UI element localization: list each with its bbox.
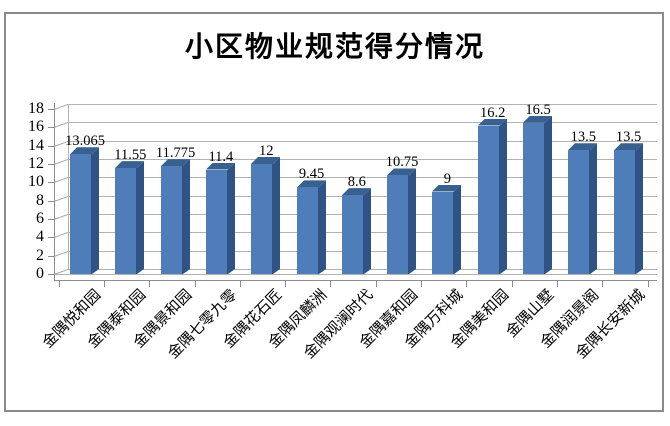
x-axis-tick [149,281,151,287]
y-axis-line [54,103,55,281]
y-axis-tick-label: 16 [28,118,44,136]
bar-top-face [614,143,643,150]
y-axis-tick [48,127,54,129]
x-axis-tick [556,281,558,287]
bar [206,169,228,274]
x-axis-tick [421,281,423,287]
bar [478,125,500,274]
bar-side-face [590,143,597,274]
bar-side-face [92,147,99,274]
wall-back-edge [68,104,69,269]
x-axis-tick [330,281,332,287]
floor-front-line [54,274,657,275]
bar-side-face [319,180,326,274]
bar-side-face [183,159,190,274]
value-label: 13.5 [615,129,642,146]
bar-top-face [206,163,235,170]
bar-side-face [454,185,461,275]
bar-top-face [568,143,597,150]
y-axis-tick [48,274,54,275]
y-axis-tick [48,219,54,220]
gridline [68,159,657,160]
gridline [68,104,657,105]
y-axis-tick-label: 4 [36,228,44,246]
bar-side-face [545,116,552,274]
bar [297,187,319,274]
y-axis-tick-label: 18 [28,100,44,117]
value-label: 12 [258,143,274,159]
value-label: 13.065 [65,133,105,150]
y-axis-tick [48,255,54,257]
gridline [68,122,657,124]
y-axis-tick-label: 12 [28,155,44,172]
bar-top-face [297,180,326,187]
bar [523,122,545,274]
value-label: 8.6 [347,174,366,191]
bar-side-face [500,119,507,275]
x-axis-tick [647,281,649,287]
bar [342,195,364,274]
bar [432,191,454,274]
value-label: 9.45 [298,166,325,183]
y-axis-tick-label: 0 [36,265,44,282]
bar-side-face [137,161,144,274]
bar-side-face [273,157,280,274]
value-label: 13.5 [570,129,596,146]
value-label: 9 [443,170,452,187]
x-axis-tick [602,281,604,287]
bar-side-face [228,163,235,275]
bar-top-face [387,168,416,175]
bar [251,164,273,274]
x-axis-tick [194,281,196,287]
bar-side-face [636,143,643,274]
value-label: 11.775 [155,145,196,162]
chart-frame [4,12,664,412]
y-axis-tick [48,145,54,147]
bar-top-face [251,157,280,164]
bar-top-face [432,185,461,192]
gridline [68,140,657,142]
value-label: 11.4 [208,148,234,165]
y-axis-tick-label: 14 [28,136,44,154]
bar-top-face [115,161,144,168]
y-axis-tick-label: 2 [36,246,44,264]
bar [161,166,183,274]
bar [70,154,92,274]
y-axis-tick [48,164,54,165]
bar-side-face [364,188,371,274]
x-axis-tick [375,281,377,287]
y-axis-tick [48,182,54,184]
x-axis-line [54,280,657,281]
y-axis-tick-label: 6 [36,210,44,227]
x-axis-tick [239,281,241,287]
bar-top-face [70,147,99,154]
x-axis-tick [511,281,513,287]
gridline [68,177,657,179]
value-label: 16.2 [480,104,506,121]
bar-top-face [342,188,371,195]
y-axis-tick [48,200,54,202]
x-axis-tick [58,281,60,287]
bar-top-face [161,159,190,166]
value-label: 11.55 [114,147,147,164]
bar-top-face [478,119,507,126]
bar [115,168,137,274]
value-label: 10.75 [385,154,419,171]
x-axis-tick [103,281,105,287]
x-axis-tick [466,281,468,287]
bar [387,175,409,274]
chart-title: 小区物业规范得分情况 [184,32,485,63]
y-axis-tick [48,109,54,110]
bar-side-face [409,168,416,274]
x-axis-tick [285,281,287,287]
value-label: 16.5 [525,101,551,118]
y-axis-tick-label: 10 [28,173,44,191]
bar-top-face [523,116,552,123]
y-axis-tick-label: 8 [36,191,44,209]
bar [568,150,590,274]
bar [614,150,636,274]
y-axis-tick [48,237,54,239]
